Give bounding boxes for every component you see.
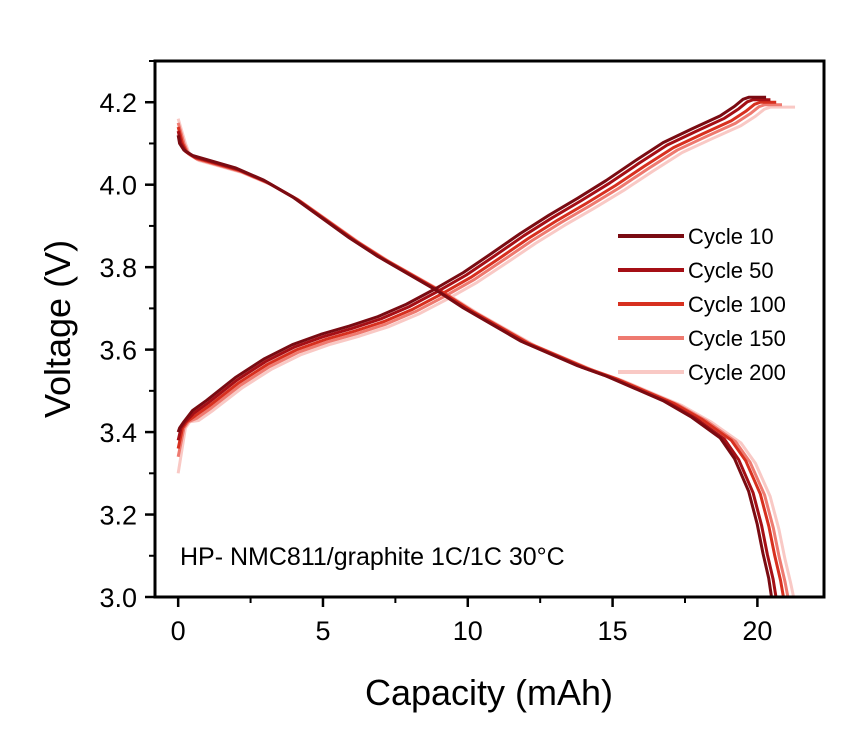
y-tick-label: 3.8 [99,253,137,283]
y-tick-label: 4.0 [99,171,137,201]
legend: Cycle 10 Cycle 50 Cycle 100 Cycle 150 Cycle … [618,224,786,385]
x-axis-title: Capacity (mAh) [365,672,613,713]
discharge-curve [176,134,774,598]
x-tick-label: 0 [171,616,186,646]
y-tick-label: 3.4 [99,418,137,448]
annotation-text: HP- NMC811/graphite 1C/1C 30°C [180,543,565,571]
legend-label: Cycle 200 [688,360,786,385]
plot-curves [176,95,796,598]
legend-label: Cycle 150 [688,326,786,351]
axis-ticks: 0 5 10 15 20 3.0 3.2 3.4 3.6 3.8 4.0 4.2 [99,60,772,646]
y-tick-label: 3.2 [99,501,137,531]
y-tick-label: 4.2 [99,88,137,118]
charge-curve [176,100,777,449]
y-axis-title: Voltage (V) [37,240,78,418]
legend-label: Cycle 100 [688,292,786,317]
charge-curve [176,95,767,433]
legend-label: Cycle 50 [688,258,774,283]
y-tick-label: 3.6 [99,336,137,366]
y-tick-label: 3.0 [99,583,137,613]
charge-curve [176,105,796,474]
x-tick-label: 10 [453,616,483,646]
charge-curve [176,103,783,458]
plot-frame [153,59,826,599]
x-tick-label: 15 [598,616,628,646]
charge-curve [176,98,771,441]
x-tick-label: 5 [315,616,330,646]
legend-label: Cycle 10 [688,224,774,249]
x-tick-label: 20 [742,616,772,646]
